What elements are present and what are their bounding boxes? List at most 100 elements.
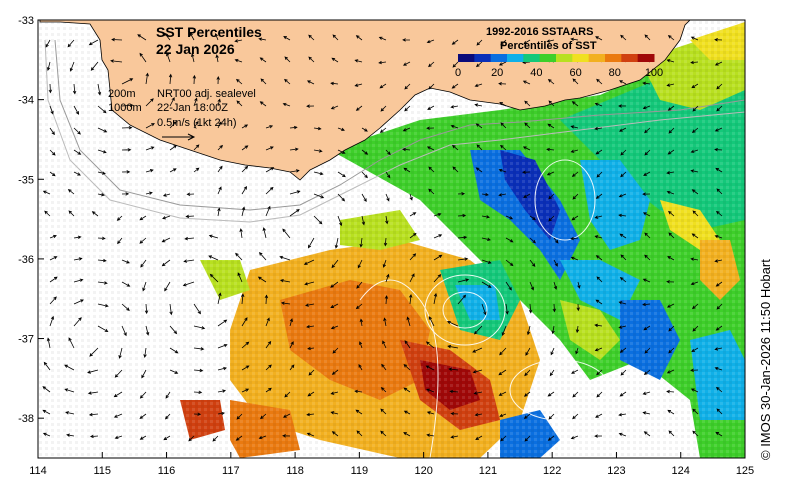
current-arrow [548, 215, 555, 222]
current-arrow [498, 61, 507, 66]
current-arrow [403, 387, 411, 393]
current-arrow [618, 412, 627, 417]
current-arrow [359, 318, 364, 327]
current-arrow [642, 411, 651, 415]
current-arrow [448, 367, 459, 371]
current-arrow [529, 237, 536, 244]
current-arrow [42, 190, 51, 195]
current-arrow [337, 215, 343, 227]
current-arrow [524, 100, 531, 107]
current-arrow [618, 325, 627, 329]
current-arrow [714, 259, 723, 263]
current-arrow [217, 207, 221, 217]
current-arrow [570, 149, 579, 153]
current-arrow [289, 147, 299, 152]
current-arrow [332, 347, 339, 354]
current-arrow [691, 83, 699, 89]
current-arrow [313, 126, 322, 131]
current-arrow [282, 434, 291, 438]
current-arrow [378, 36, 387, 41]
current-arrow [258, 435, 267, 440]
colorbar-tick-label: 20 [491, 67, 503, 79]
current-arrow [66, 433, 75, 437]
current-arrow [528, 303, 533, 314]
current-arrow [498, 391, 507, 396]
current-arrow [356, 281, 363, 289]
current-arrow [283, 36, 291, 41]
x-tick-label: 116 [158, 465, 176, 477]
current-arrow [308, 34, 315, 41]
current-arrow [241, 206, 246, 217]
current-arrow [313, 149, 323, 153]
current-arrow [715, 281, 723, 287]
current-arrow [426, 433, 435, 437]
current-arrow [433, 292, 438, 305]
current-arrow [121, 125, 133, 130]
current-arrow [259, 57, 267, 63]
current-arrow [169, 303, 173, 316]
current-arrow [331, 57, 339, 63]
current-arrow [354, 59, 363, 63]
y-tick-label: -36 [18, 254, 34, 266]
current-arrow [356, 430, 363, 437]
current-arrow [595, 413, 603, 418]
current-arrow [714, 38, 723, 42]
current-arrow [48, 83, 53, 94]
current-arrow [690, 36, 699, 41]
current-arrow [65, 411, 75, 415]
current-arrow [505, 259, 514, 267]
current-arrow [505, 237, 514, 243]
current-arrow [595, 299, 603, 305]
current-arrow [337, 149, 346, 154]
current-arrow [306, 412, 315, 417]
current-arrow [354, 83, 363, 87]
current-arrow [572, 413, 579, 420]
current-arrow [668, 430, 675, 437]
current-arrow [404, 105, 411, 112]
current-arrow [241, 185, 247, 195]
current-arrow [145, 72, 149, 85]
current-arrow [523, 39, 531, 45]
current-arrow [72, 83, 77, 95]
x-tick-label: 121 [479, 465, 497, 477]
current-arrow [97, 303, 109, 308]
current-arrow [498, 193, 507, 197]
current-arrow [64, 388, 75, 393]
current-arrow [500, 435, 507, 442]
current-arrow [692, 210, 699, 217]
current-arrow [668, 232, 675, 239]
contour-label-time: 22-Jan 18:00Z [157, 102, 228, 114]
current-arrow [359, 237, 363, 248]
current-arrow [385, 149, 391, 156]
current-arrow [644, 127, 651, 134]
current-arrow [596, 78, 603, 85]
current-arrow [526, 325, 531, 336]
current-arrow [691, 347, 699, 353]
current-arrow [217, 121, 222, 129]
current-arrow [193, 390, 203, 395]
current-arrow [49, 315, 55, 327]
current-arrow [337, 127, 345, 132]
current-arrow [715, 386, 723, 393]
current-arrow [193, 325, 206, 330]
current-arrow [330, 411, 339, 415]
current-arrow [240, 293, 245, 305]
current-arrow [596, 276, 603, 283]
current-arrow [145, 191, 153, 195]
current-arrow [433, 234, 443, 239]
colorbar-swatch [621, 54, 639, 62]
current-arrow [43, 361, 51, 371]
current-arrow [46, 61, 51, 71]
current-arrow [385, 215, 389, 225]
current-arrow [73, 235, 82, 240]
current-arrow [522, 80, 531, 85]
current-arrow [426, 146, 435, 151]
current-arrow [169, 168, 177, 173]
current-arrow [216, 76, 220, 85]
current-arrow [619, 127, 627, 132]
current-arrow [361, 149, 369, 155]
current-arrow [73, 171, 81, 176]
current-arrow [572, 391, 579, 398]
current-arrow [618, 432, 627, 437]
current-arrow [523, 413, 531, 419]
